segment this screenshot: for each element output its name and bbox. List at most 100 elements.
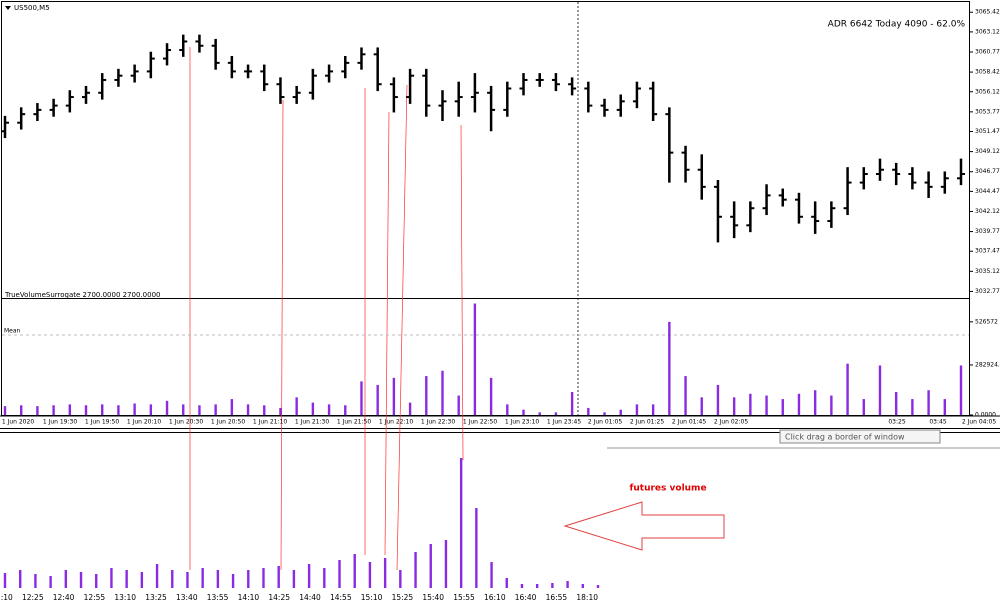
volume-bar — [360, 381, 363, 415]
volume-bar — [566, 581, 569, 588]
volume-bar — [149, 404, 153, 415]
volume-bar — [201, 568, 204, 588]
volume-bar — [830, 395, 833, 415]
volume-bar — [444, 540, 448, 588]
x-tick-label: 14:55 — [330, 593, 352, 602]
volume-bar — [429, 544, 432, 588]
x-tick-label: 13:25 — [145, 593, 167, 602]
volume-bar — [878, 365, 882, 415]
x-tick-label: 16:55 — [546, 593, 568, 602]
y-tick-label: 3032.77 — [975, 288, 1000, 295]
volume-bar — [927, 390, 930, 415]
x-tick-label: 1 Jun 20:10 — [127, 419, 161, 426]
volume-bar — [749, 393, 752, 415]
x-tick-label: 1 Jun 21:30 — [295, 419, 329, 426]
x-tick-label: 1 Jun 23:10 — [505, 419, 539, 426]
volume-bar — [36, 406, 39, 415]
y-tick-label: 3049.12 — [975, 148, 1000, 155]
volume-bar — [262, 568, 265, 588]
volume-bar — [279, 407, 282, 415]
volume-bar — [846, 363, 849, 415]
volume-bar — [441, 370, 444, 415]
volume-bar — [327, 404, 331, 415]
x-tick-label: 1 Jun 19:30 — [43, 419, 77, 426]
x-tick-label: 1 Jun 2020 — [2, 419, 34, 426]
volume-bar — [64, 570, 68, 588]
y-tick-label: 3063.12 — [975, 28, 1000, 35]
x-tick-label: 12:55 — [84, 593, 106, 602]
volume-bar — [619, 409, 622, 415]
volume-bar — [520, 584, 524, 588]
x-tick-label: 1 Jun 22:10 — [379, 419, 413, 426]
volume-bar — [171, 570, 174, 588]
menu-arrow[interactable] — [5, 6, 11, 10]
x-tick-label: 03:45 — [929, 419, 946, 426]
x-tick-label: 1 Jun 20:30 — [169, 419, 203, 426]
volume-bar — [425, 376, 428, 415]
y-tick-label: 3046.77 — [975, 168, 1000, 175]
volume-bar — [125, 570, 128, 588]
volume-bar — [457, 395, 460, 415]
volume-bar — [20, 405, 23, 415]
x-tick-label: 1 Jun 19:50 — [85, 419, 119, 426]
x-tick-label: 13:55 — [207, 593, 229, 602]
x-tick-label: 15:10 — [361, 593, 383, 602]
connector-line — [396, 84, 408, 571]
volume-bar — [399, 570, 402, 588]
volume-bar — [911, 399, 914, 415]
volume-bar — [246, 404, 250, 415]
volume-bar — [307, 564, 311, 588]
volume-bar — [155, 564, 159, 588]
volume-bar — [214, 404, 217, 415]
x-tick-label: 15:40 — [422, 593, 444, 602]
volume-bar — [19, 570, 22, 588]
y-tick-label: 282924.14 — [975, 361, 1000, 368]
volume-bar — [506, 404, 509, 415]
volume-bar — [781, 399, 784, 415]
volume-bar — [133, 403, 136, 415]
y-tick-label: 3039.77 — [975, 228, 1000, 235]
x-tick-label: 1 Jun 20:50 — [211, 419, 245, 426]
volume-bar — [344, 405, 347, 415]
volume-bar — [943, 399, 946, 415]
x-tick-label: 2 Jun 01:05 — [588, 419, 622, 426]
volume-bar — [376, 384, 379, 415]
volume-bar — [535, 584, 539, 588]
x-tick-label: 2 Jun 04:05 — [962, 419, 996, 426]
volume-bar — [117, 405, 120, 415]
x-tick-label: 12:40 — [53, 593, 75, 602]
x-tick-label: 15:25 — [392, 593, 414, 602]
volume-bar — [554, 412, 558, 415]
connector-lines — [189, 47, 464, 571]
y-tick-label: 3065.42 — [975, 9, 1000, 16]
x-tick-label: 14:40 — [299, 593, 321, 602]
volume-bar — [797, 393, 801, 415]
volume-bar — [52, 405, 55, 415]
volume-bar — [231, 574, 235, 588]
x-tick-label: 16:10 — [484, 593, 506, 602]
volume-bar — [489, 377, 493, 415]
volume-bar — [959, 365, 963, 415]
volume-bar — [551, 583, 554, 588]
volume-bar — [34, 574, 37, 588]
y-tick-label: 3058.42 — [975, 69, 1000, 76]
volume-bar — [684, 376, 687, 415]
volume-bar — [79, 572, 83, 588]
volume-bar — [765, 395, 768, 415]
volume-bar — [110, 568, 113, 588]
tooltip-text: Click drag a border of window — [785, 433, 905, 442]
x-tick-label: 1 Jun 21:10 — [253, 419, 287, 426]
x-tick-label: 14:10 — [238, 593, 260, 602]
connector-line — [460, 124, 464, 461]
volume-bar — [473, 303, 477, 415]
x-tick-label: 2 Jun 02:05 — [714, 419, 748, 426]
volume-bar — [538, 412, 541, 415]
volume-bar — [505, 578, 508, 588]
x-tick-label: 1 Jun 21:50 — [337, 419, 371, 426]
connector-line — [384, 111, 390, 556]
adr-annotation: ADR 6642 Today 4090 - 62.0% — [828, 20, 966, 30]
x-tick-label: 16:40 — [515, 593, 537, 602]
volume-bar — [522, 409, 525, 415]
volume-bar — [570, 392, 574, 415]
mean-label: Mean — [4, 328, 21, 335]
